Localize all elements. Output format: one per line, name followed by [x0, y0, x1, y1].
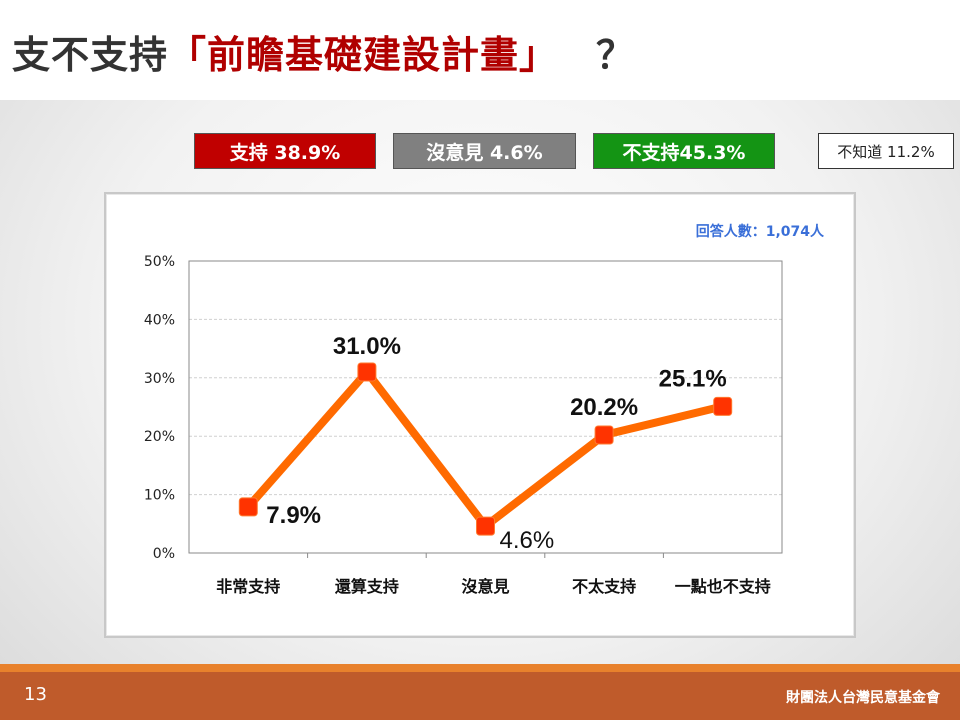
x-category-label: 還算支持: [335, 577, 399, 596]
x-category-label: 一點也不支持: [675, 577, 771, 596]
chart-panel: 回答人數：1,074人 0% 10% 20% 30% 40% 50% 非常支持 還算支持 沒意見…: [104, 192, 856, 638]
page-title: 支不支持「前瞻基礎建設計畫」 ？: [12, 24, 635, 79]
x-category-label: 不太支持: [572, 577, 636, 596]
x-category-label: 沒意見: [461, 577, 509, 596]
y-tick-label: 20%: [144, 429, 175, 445]
data-label: 4.6%: [500, 527, 555, 554]
summary-neutral-badge: 沒意見 4.6%: [393, 133, 576, 169]
y-tick-label: 0%: [153, 546, 175, 562]
footer-accent-line: [0, 664, 960, 672]
data-point-marker: [238, 497, 258, 517]
y-tick-label: 40%: [144, 312, 175, 328]
data-label: 20.2%: [570, 394, 638, 421]
summary-oppose-badge: 不支持45.3%: [593, 133, 775, 169]
page-number: 13: [24, 684, 47, 705]
footer-bar: 13 財團法人台灣民意基金會: [0, 672, 960, 720]
summary-support-badge: 支持 38.9%: [194, 133, 376, 169]
y-tick-label: 10%: [144, 488, 175, 504]
y-tick-label: 50%: [144, 254, 175, 270]
x-category-label: 非常支持: [216, 577, 280, 596]
data-point-marker: [594, 425, 614, 445]
plot-area-border: [188, 260, 783, 554]
data-point-marker: [357, 362, 377, 382]
y-tick-label: 30%: [144, 371, 175, 387]
data-label: 7.9%: [266, 502, 321, 529]
title-suffix: ？: [596, 33, 636, 77]
data-label: 25.1%: [659, 365, 727, 392]
data-point-marker: [476, 516, 495, 536]
organization-name: 財團法人台灣民意基金會: [786, 690, 940, 706]
line-chart: 回答人數：1,074人 0% 10% 20% 30% 40% 50% 非常支持 還算支持 沒意見…: [144, 223, 825, 596]
data-point-marker: [713, 396, 733, 416]
title-highlight: 「前瞻基礎建設計畫」: [168, 33, 559, 77]
title-bar: 支不支持「前瞻基礎建設計畫」 ？: [0, 0, 960, 100]
title-prefix: 支不支持: [12, 33, 169, 77]
summary-unknown-badge: 不知道 11.2%: [818, 133, 954, 169]
respondents-count: 回答人數：1,074人: [696, 223, 825, 240]
data-label: 31.0%: [333, 333, 401, 360]
